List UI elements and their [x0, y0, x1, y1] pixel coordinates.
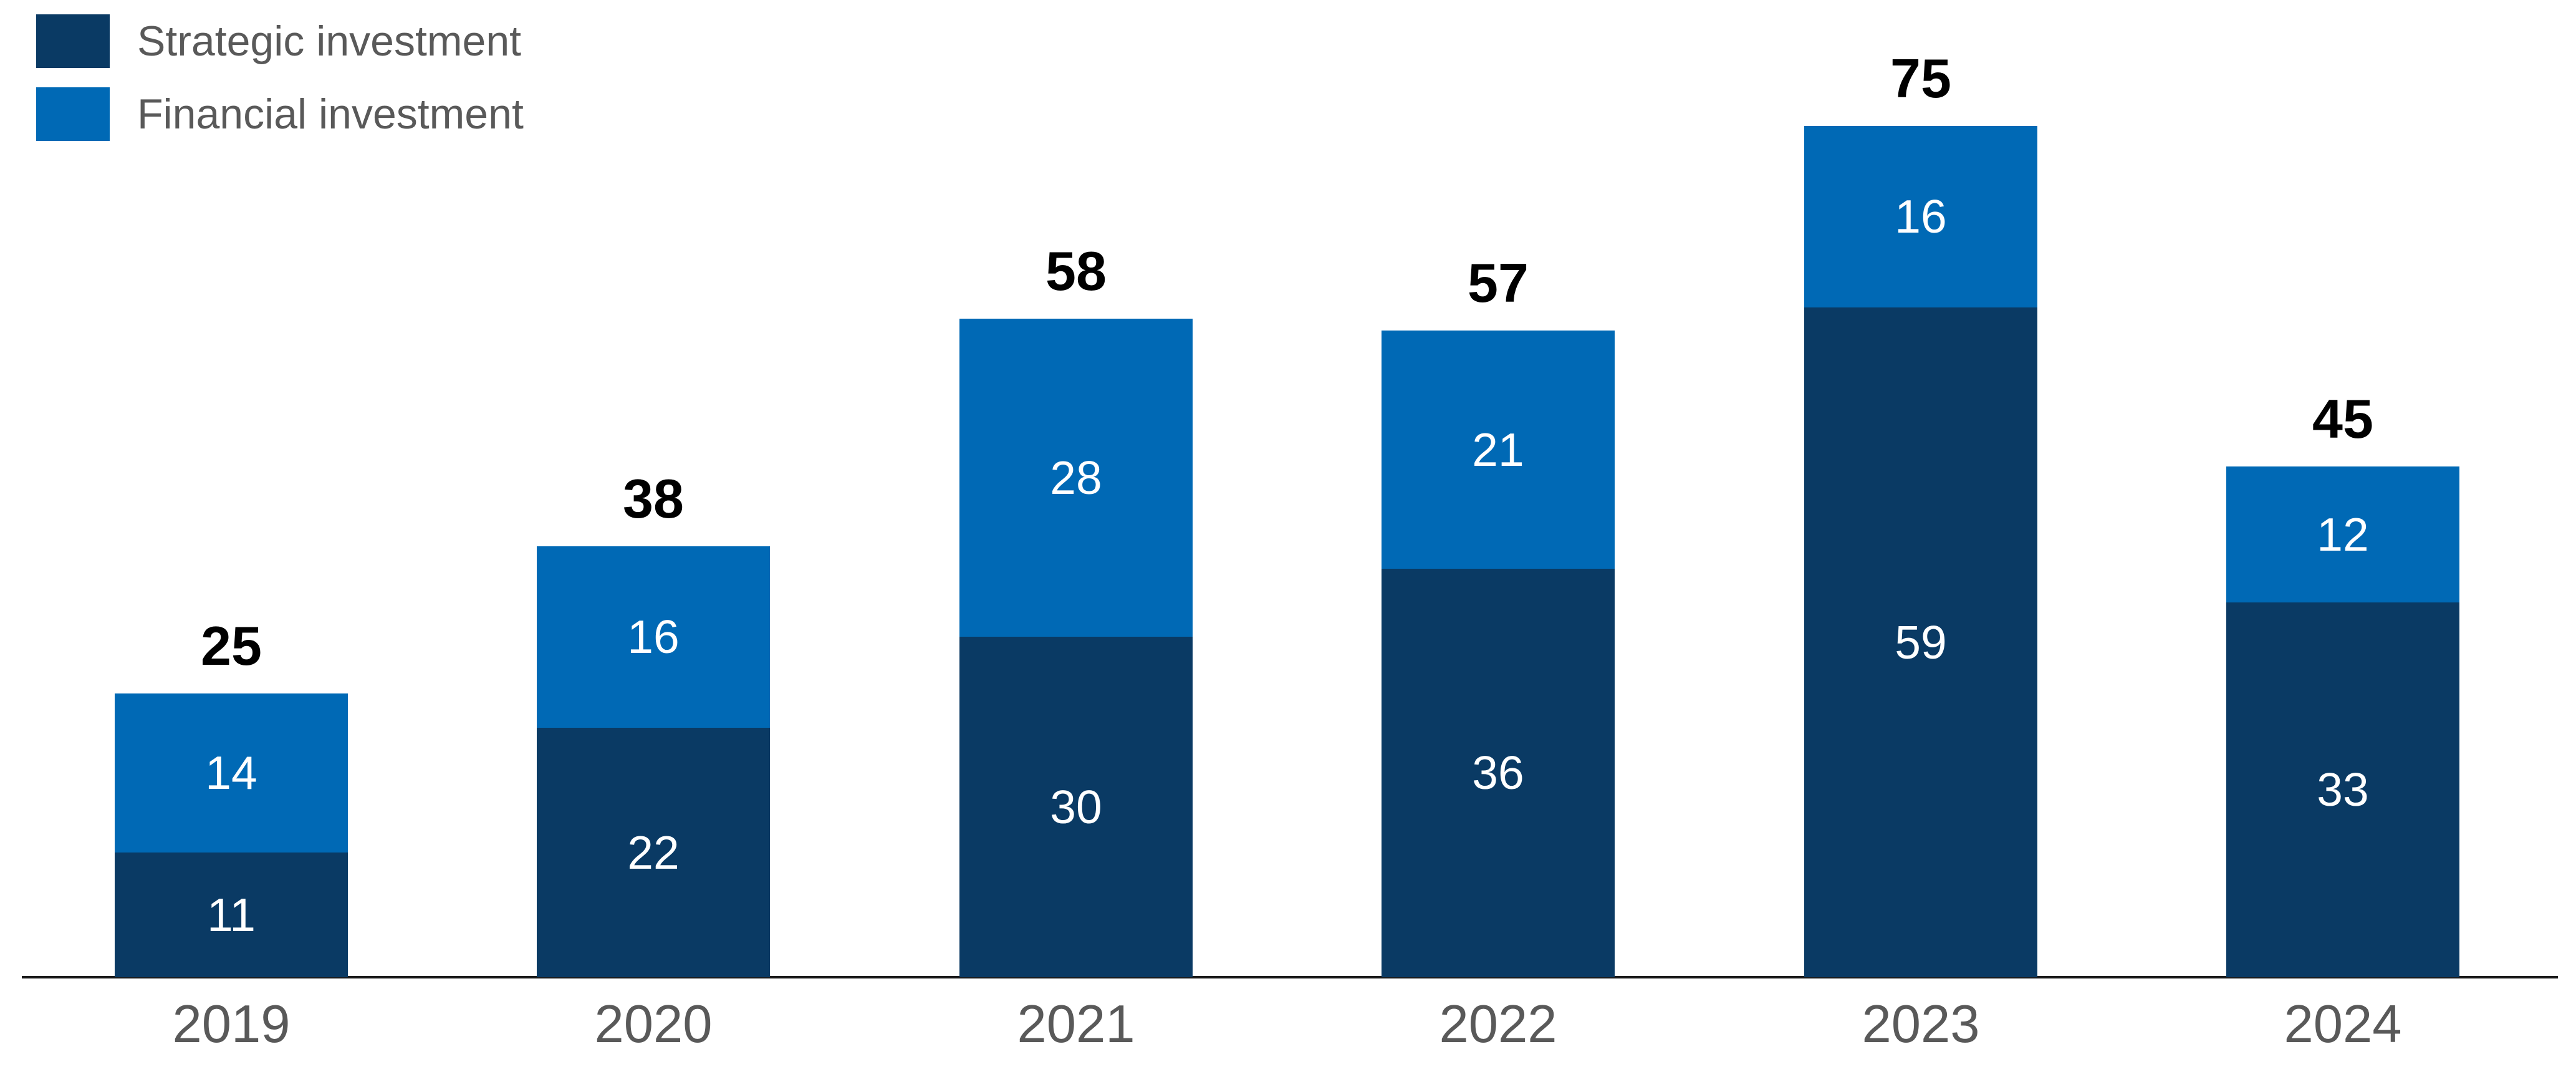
bar-2022: 57 21 36: [1382, 256, 1615, 977]
x-axis-label-2019: 2019: [172, 995, 291, 1054]
x-axis-line: [22, 976, 2558, 978]
bar-2022-strategic-segment: 36: [1382, 569, 1615, 977]
bar-2023: 75 16 59: [1804, 51, 2037, 977]
x-axis-label-2022: 2022: [1439, 995, 1557, 1054]
bar-2024: 45 12 33: [2226, 392, 2459, 977]
bar-2021-strategic-segment: 30: [959, 637, 1193, 977]
bar-2021-strategic-value-label: 30: [1050, 780, 1102, 833]
bar-2019-total-label: 25: [201, 615, 262, 677]
bar-2020-financial-segment: 16: [537, 546, 770, 728]
legend-item-strategic: Strategic investment: [36, 14, 524, 68]
financial-swatch-icon: [36, 87, 110, 141]
bar-2019: 25 14 11: [115, 619, 348, 977]
bar-2021-financial-value-label: 28: [1050, 451, 1102, 504]
bar-2020: 38 16 22: [537, 471, 770, 977]
bar-2019-strategic-value-label: 11: [207, 888, 256, 941]
x-axis-label-2023: 2023: [1862, 995, 1980, 1054]
legend: Strategic investment Financial investmen…: [36, 14, 524, 160]
legend-label-strategic: Strategic investment: [137, 17, 522, 65]
bar-2019-strategic-segment: 11: [115, 853, 348, 977]
bar-2023-financial-segment: 16: [1804, 126, 2037, 307]
bar-2021-total-label: 58: [1045, 240, 1107, 302]
legend-item-financial: Financial investment: [36, 87, 524, 141]
bar-2023-strategic-value-label: 59: [1895, 616, 1947, 669]
x-axis-label-2021: 2021: [1017, 995, 1135, 1054]
x-axis-label-2020: 2020: [594, 995, 713, 1054]
strategic-swatch-icon: [36, 14, 110, 68]
bar-2024-financial-segment: 12: [2226, 466, 2459, 602]
bar-2023-total-label: 75: [1890, 47, 1951, 109]
bar-2023-financial-value-label: 16: [1895, 190, 1947, 243]
bar-2024-strategic-segment: 33: [2226, 602, 2459, 977]
bar-2023-strategic-segment: 59: [1804, 307, 2037, 977]
bar-2024-financial-value-label: 12: [2317, 508, 2369, 561]
bar-2020-strategic-segment: 22: [537, 728, 770, 977]
bar-2020-financial-value-label: 16: [627, 611, 680, 663]
bar-2022-total-label: 57: [1468, 252, 1529, 314]
bar-2024-total-label: 45: [2312, 388, 2373, 450]
bar-2019-financial-segment: 14: [115, 693, 348, 853]
legend-label-financial: Financial investment: [137, 90, 524, 138]
bar-2021: 58 28 30: [959, 244, 1193, 977]
bar-2022-strategic-value-label: 36: [1472, 746, 1524, 799]
bar-2022-financial-value-label: 21: [1472, 423, 1524, 476]
bar-2024-strategic-value-label: 33: [2317, 763, 2369, 816]
bar-2019-financial-value-label: 14: [205, 746, 257, 799]
bar-2020-total-label: 38: [623, 468, 684, 529]
bar-2022-financial-segment: 21: [1382, 331, 1615, 569]
x-axis-label-2024: 2024: [2284, 995, 2402, 1054]
bar-2021-financial-segment: 28: [959, 319, 1193, 637]
bar-2020-strategic-value-label: 22: [627, 826, 680, 879]
